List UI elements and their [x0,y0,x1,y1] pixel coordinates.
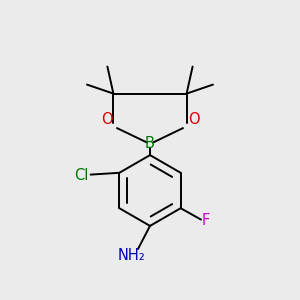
Text: NH₂: NH₂ [118,248,145,263]
Text: B: B [145,136,155,152]
Text: F: F [201,213,210,228]
Text: Cl: Cl [74,168,89,183]
Text: O: O [188,112,199,128]
Text: O: O [101,112,112,128]
